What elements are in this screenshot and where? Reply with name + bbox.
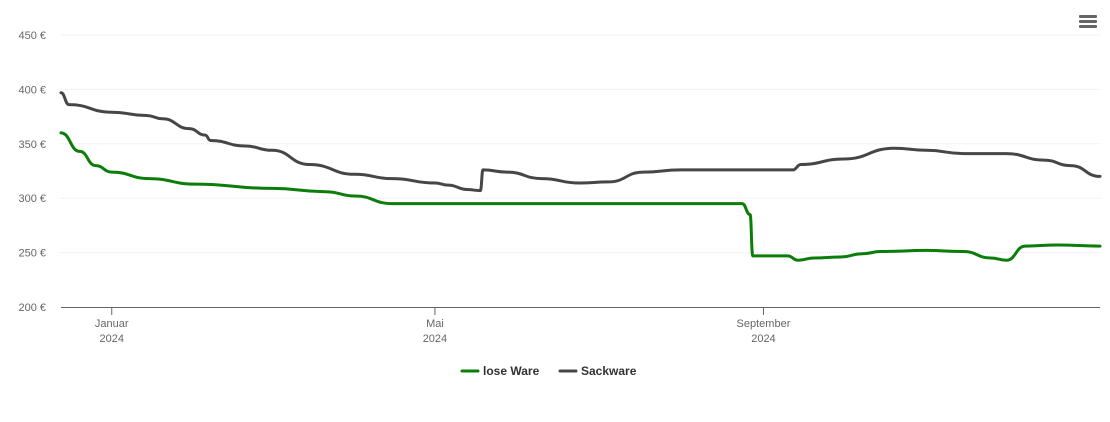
x-axis-ticks: Januar 2024 Mai 2024 September 2024: [95, 307, 791, 345]
legend[interactable]: lose Ware Sackware: [460, 364, 637, 378]
y-tick-label: 200 €: [18, 302, 46, 314]
x-tick-year-label: 2024: [423, 333, 447, 345]
legend-item[interactable]: lose Ware: [460, 364, 540, 378]
x-tick-month-label: Mai: [426, 318, 444, 330]
grid-layer: [61, 34, 1100, 254]
series-line-sackware[interactable]: [59, 91, 1102, 193]
y-tick-label: 350 €: [18, 139, 46, 151]
legend-label: Sackware: [581, 364, 637, 378]
y-tick-label: 450 €: [18, 30, 46, 42]
series-line-lose-ware[interactable]: [59, 131, 1102, 262]
y-tick-label: 400 €: [18, 84, 46, 96]
y-axis-labels: 450 € 400 € 350 € 300 € 250 € 200 €: [18, 30, 46, 314]
legend-item[interactable]: Sackware: [558, 364, 637, 378]
series-layer: [59, 91, 1102, 262]
y-tick-label: 300 €: [18, 193, 46, 205]
y-tick-label: 250 €: [18, 248, 46, 260]
x-tick-month-label: September: [737, 318, 791, 330]
legend-label: lose Ware: [483, 364, 540, 378]
x-tick-month-label: Januar: [95, 318, 129, 330]
x-tick-year-label: 2024: [100, 333, 124, 345]
hamburger-menu-icon[interactable]: [1079, 15, 1097, 28]
x-tick-year-label: 2024: [751, 333, 775, 345]
